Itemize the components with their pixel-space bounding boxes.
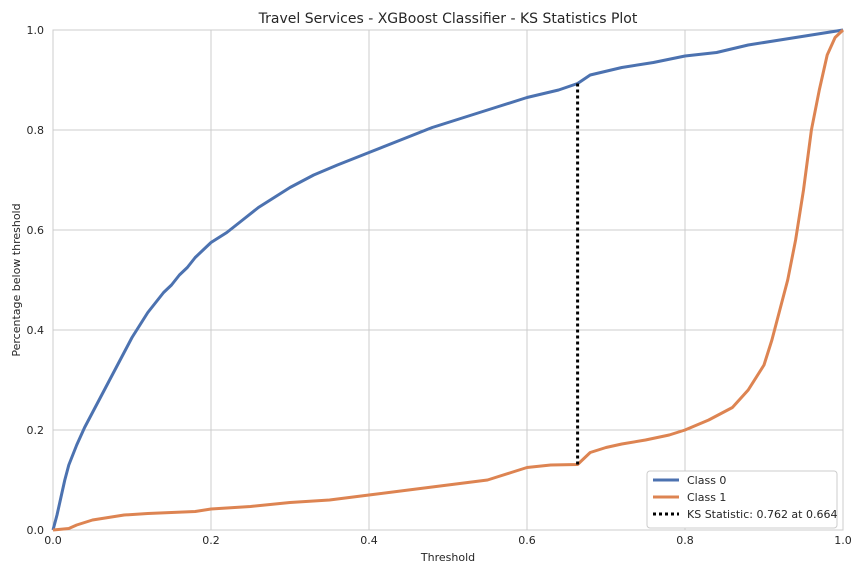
x-tick-label: 0.0: [44, 534, 62, 547]
series-line-0: [51, 28, 844, 531]
y-tick-label: 0.6: [27, 224, 45, 237]
y-tick-label: 0.4: [27, 324, 45, 337]
legend: Class 0 Class 1 KS Statistic: 0.762 at 0.6…: [646, 470, 838, 529]
x-tick-label: 0.2: [202, 534, 220, 547]
legend-label-1: Class 1: [687, 491, 726, 504]
tick-labels: 0.0 0.2 0.4 0.6 0.8 1.0 0.0 0.2 0.4 0.6 0.8 1.0: [27, 24, 852, 547]
y-tick-label: 0.0: [27, 524, 45, 537]
y-tick-label: 1.0: [27, 24, 45, 37]
chart-title: Travel Services - XGBoost Classifier - K…: [258, 11, 638, 27]
x-tick-label: 1.0: [834, 534, 852, 547]
x-axis-title: Threshold: [420, 551, 475, 564]
plot-area: [52, 29, 844, 531]
legend-items: Class 0 Class 1 KS Statistic: 0.762 at 0.6…: [653, 474, 837, 521]
y-tick-label: 0.2: [27, 424, 45, 437]
x-tick-label: 0.6: [518, 534, 536, 547]
y-axis-title: Percentage below threshold: [10, 203, 23, 356]
y-tick-label: 0.8: [27, 124, 45, 137]
legend-label-0: Class 0: [687, 474, 726, 487]
x-tick-label: 0.4: [360, 534, 378, 547]
legend-label-2: KS Statistic: 0.762 at 0.664: [687, 508, 837, 521]
grid: [52, 29, 844, 531]
x-tick-label: 0.8: [676, 534, 694, 547]
series-group: [51, 28, 845, 532]
legend-box: [646, 470, 838, 529]
